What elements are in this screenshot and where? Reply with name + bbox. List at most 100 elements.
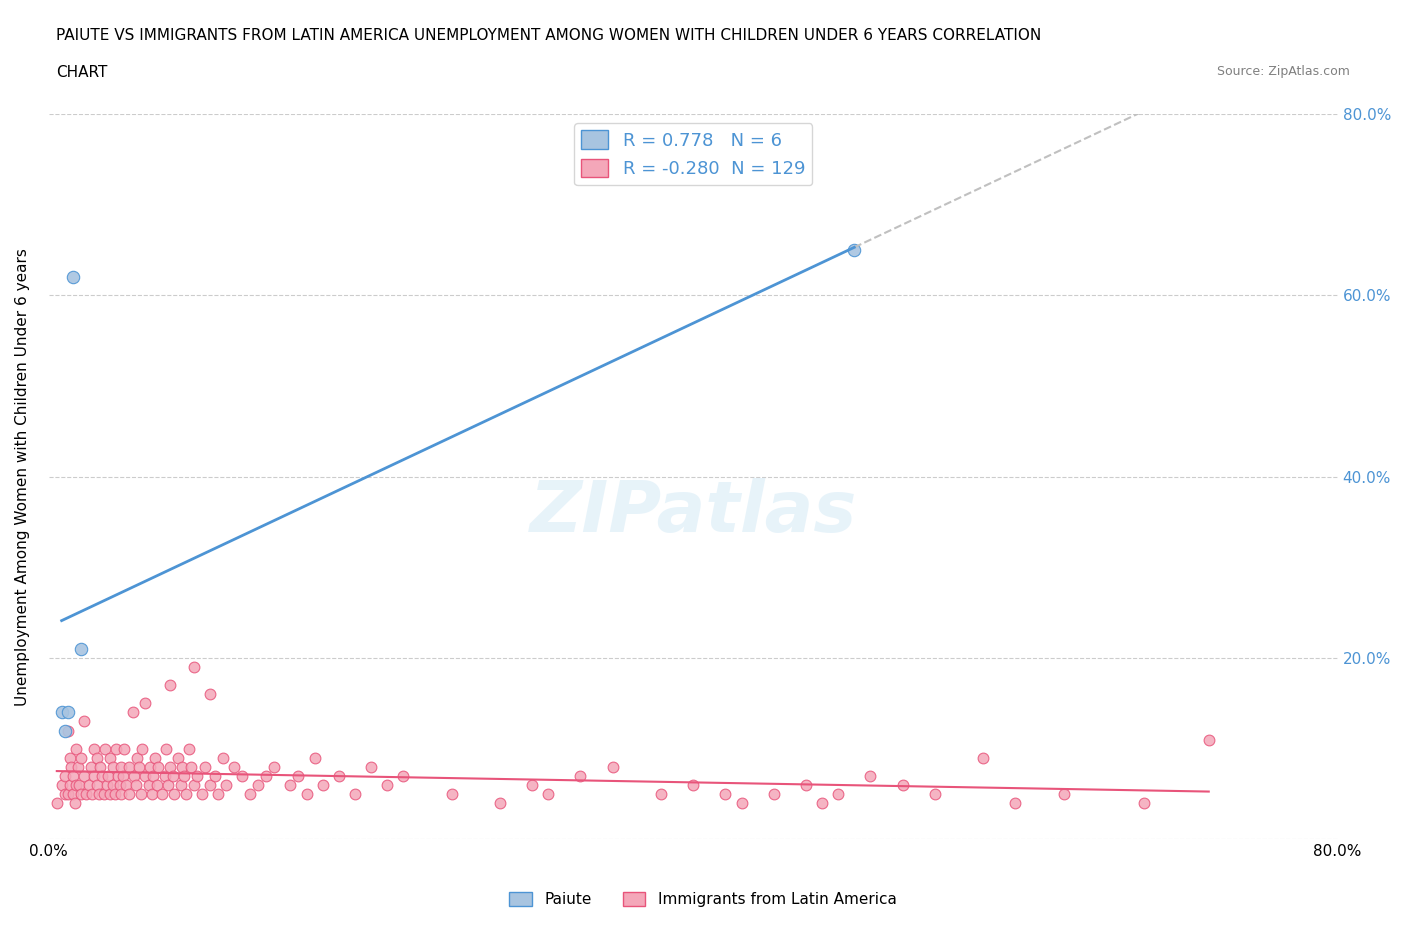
Point: [827, 787, 849, 802]
Point: [125, 777, 148, 792]
Point: [360, 760, 382, 775]
Point: [650, 787, 672, 802]
Point: [90, 768, 112, 783]
Point: [183, 659, 205, 674]
Point: [108, 777, 131, 792]
Point: [103, 760, 125, 775]
Point: [730, 796, 752, 811]
Point: [156, 777, 179, 792]
Point: [1004, 796, 1026, 811]
Point: [77, 777, 100, 792]
Point: [62, 787, 84, 802]
Point: [924, 787, 946, 802]
Point: [45, 796, 67, 811]
Point: [134, 696, 156, 711]
Point: [59, 777, 82, 792]
Point: [280, 777, 302, 792]
Point: [143, 751, 166, 765]
Point: [891, 777, 914, 792]
Point: [222, 760, 245, 775]
Point: [602, 760, 624, 775]
Point: [489, 796, 512, 811]
Point: [103, 777, 125, 792]
Point: [972, 751, 994, 765]
Point: [159, 760, 181, 775]
Point: [51, 705, 73, 720]
Point: [87, 787, 110, 802]
Point: [128, 760, 150, 775]
Point: [142, 768, 165, 783]
Point: [150, 787, 173, 802]
Point: [83, 741, 105, 756]
Point: [520, 777, 543, 792]
Point: [1198, 732, 1220, 747]
Point: [177, 741, 200, 756]
Point: [105, 741, 128, 756]
Point: [328, 768, 350, 783]
Point: [762, 787, 785, 802]
Point: [93, 787, 115, 802]
Point: [86, 777, 108, 792]
Point: [131, 741, 153, 756]
Point: [75, 787, 97, 802]
Point: [110, 760, 132, 775]
Point: [204, 768, 226, 783]
Point: [115, 777, 138, 792]
Point: [145, 777, 167, 792]
Point: [254, 768, 277, 783]
Point: [70, 787, 93, 802]
Point: [159, 678, 181, 693]
Point: [98, 787, 121, 802]
Point: [170, 777, 193, 792]
Point: [207, 787, 229, 802]
Point: [263, 760, 285, 775]
Point: [569, 768, 592, 783]
Point: [166, 751, 188, 765]
Point: [287, 768, 309, 783]
Point: [198, 687, 221, 702]
Legend: Paiute, Immigrants from Latin America: Paiute, Immigrants from Latin America: [503, 885, 903, 913]
Point: [794, 777, 817, 792]
Point: [97, 768, 120, 783]
Point: [104, 787, 127, 802]
Point: [63, 796, 86, 811]
Point: [89, 760, 111, 775]
Point: [295, 787, 318, 802]
Legend: R = 0.778   N = 6, R = -0.280  N = 129: R = 0.778 N = 6, R = -0.280 N = 129: [574, 123, 813, 185]
Point: [162, 768, 184, 783]
Point: [173, 768, 195, 783]
Point: [86, 751, 108, 765]
Point: [98, 751, 121, 765]
Point: [53, 768, 76, 783]
Point: [122, 768, 145, 783]
Point: [121, 705, 143, 720]
Point: [215, 777, 238, 792]
Point: [51, 777, 73, 792]
Point: [62, 270, 84, 285]
Point: [110, 787, 132, 802]
Point: [107, 768, 129, 783]
Point: [60, 760, 83, 775]
Point: [129, 787, 152, 802]
Point: [139, 760, 162, 775]
Point: [172, 760, 194, 775]
Point: [70, 642, 93, 657]
Point: [67, 777, 90, 792]
Text: CHART: CHART: [56, 65, 108, 80]
Point: [163, 787, 186, 802]
Point: [304, 751, 326, 765]
Point: [153, 768, 176, 783]
Point: [73, 768, 96, 783]
Point: [96, 777, 118, 792]
Point: [375, 777, 398, 792]
Point: [56, 705, 79, 720]
Point: [59, 751, 82, 765]
Point: [191, 787, 214, 802]
Point: [56, 724, 79, 738]
Point: [111, 768, 134, 783]
Point: [53, 787, 76, 802]
Point: [194, 760, 217, 775]
Point: [79, 760, 101, 775]
Point: [114, 741, 136, 756]
Point: [859, 768, 882, 783]
